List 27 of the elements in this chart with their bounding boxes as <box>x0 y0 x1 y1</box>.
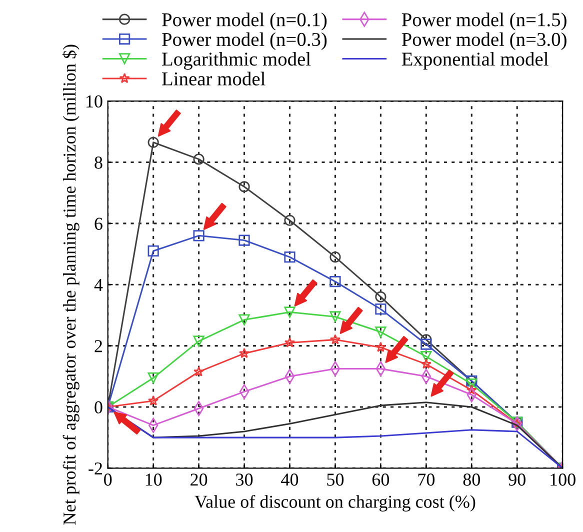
y-tick-label: 8 <box>94 156 102 169</box>
y-tick-label: 6 <box>94 218 102 230</box>
y-axis-title: Net profit of aggregator over the planning time horizon (million $) <box>62 44 80 525</box>
legend-label: Power model (n=1.5) <box>402 12 566 30</box>
legend-label: Power model (n=3.0) <box>402 32 566 50</box>
y-tick-label: -2 <box>88 462 102 474</box>
x-tick-label: 70 <box>418 474 435 486</box>
legend-label: Exponential model <box>402 52 548 70</box>
x-tick-label: 40 <box>281 474 298 486</box>
y-tick-label: 4 <box>94 279 103 291</box>
y-tick-label: 2 <box>94 340 102 352</box>
x-tick-label: 30 <box>236 474 253 486</box>
x-tick-label: 100 <box>550 474 576 486</box>
x-tick-label: 50 <box>327 474 344 486</box>
x-tick-label: 60 <box>372 474 390 486</box>
x-axis-title: Value of discount on charging cost (%) <box>194 494 476 512</box>
legend-label: Logarithmic model <box>162 52 311 70</box>
legend-label: Power model (n=0.1) <box>162 12 327 30</box>
x-tick-label: 90 <box>508 474 526 486</box>
x-tick-label: 20 <box>190 474 208 486</box>
legend-label: Power model (n=0.3) <box>162 32 327 50</box>
x-tick-label: 80 <box>463 474 480 486</box>
x-tick-label: 0 <box>104 474 112 486</box>
legend-label: Linear model <box>162 72 266 86</box>
y-tick-label: 10 <box>86 95 102 108</box>
y-tick-label: 0 <box>94 401 102 414</box>
x-tick-label: 10 <box>146 474 162 486</box>
